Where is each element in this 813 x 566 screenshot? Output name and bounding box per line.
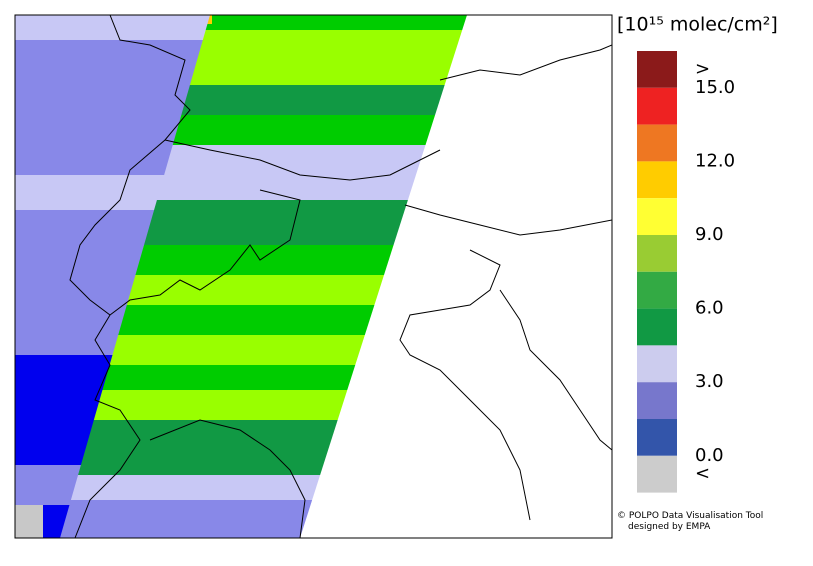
colorbar-label: 9.0 <box>695 224 724 245</box>
colorbar-bin <box>637 308 677 346</box>
colorbar-bin <box>637 455 677 493</box>
colorbar-bin <box>637 235 677 272</box>
credit-line: designed by EMPA <box>628 522 711 532</box>
colorbar: >15.0 12.0 9.0 6.0 3.0 0.0< <box>637 51 735 493</box>
colorbar-label: 6.0 <box>695 298 724 319</box>
colorbar-bin <box>637 382 677 419</box>
colorbar-label: 0.0 <box>695 445 724 466</box>
borders <box>69 15 612 538</box>
map-frame <box>14 14 613 539</box>
colorbar-label: < <box>695 463 710 484</box>
colorbar-label: 12.0 <box>695 150 735 171</box>
map-area <box>15 15 612 538</box>
colorbar-bin <box>637 271 677 309</box>
colorbar-label: 15.0 <box>695 77 735 98</box>
colorbar-bin <box>637 124 677 162</box>
colorbar-bin <box>637 51 677 88</box>
legend-title: [10¹⁵ molec/cm²] <box>617 14 778 36</box>
swath <box>15 15 467 538</box>
colorbar-label: 3.0 <box>695 371 724 392</box>
colorbar-bin <box>637 161 677 199</box>
credit-line: © POLPO Data Visualisation Tool <box>617 511 763 521</box>
colorbar-bin <box>637 345 677 383</box>
colorbar-bin <box>637 198 677 235</box>
colorbar-label: > <box>695 58 710 79</box>
colorbar-bin <box>637 419 677 456</box>
colorbar-bin <box>637 87 677 125</box>
